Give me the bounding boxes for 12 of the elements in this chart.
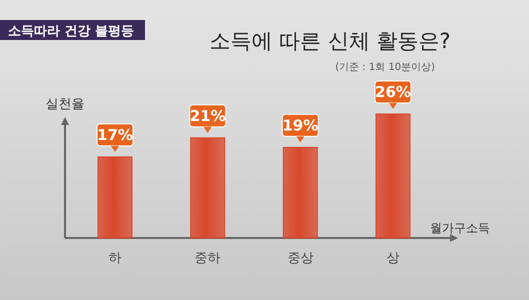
data-label: 26% <box>375 83 411 101</box>
x-axis-title: 월가구소득 <box>430 221 490 235</box>
x-tick-label: 하 <box>108 251 122 266</box>
x-tick-label: 중하 <box>194 251 221 266</box>
y-axis-title: 실천율 <box>46 97 84 112</box>
caption: 소득따라 건강 불평등 <box>0 20 145 40</box>
data-label: 17% <box>97 126 133 144</box>
chart-subtitle: (기준 : 1회 10분이상) <box>335 62 436 73</box>
x-tick-label: 상 <box>386 251 400 266</box>
chart-title: 소득에 따른 신체 활동은? <box>209 29 451 53</box>
data-label: 19% <box>282 116 318 134</box>
x-tick-label: 중상 <box>287 251 314 266</box>
